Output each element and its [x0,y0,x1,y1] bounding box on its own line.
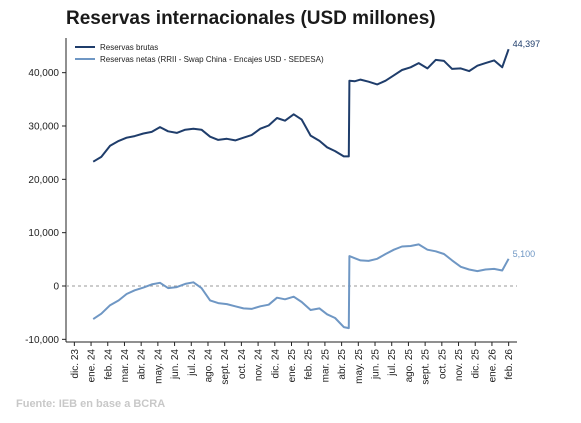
x-tick-label: ene. 25 [287,349,298,383]
x-tick-label: dic. 23 [70,349,81,379]
x-tick-label: jun. 24 [170,349,181,380]
x-tick-label: oct. 25 [437,349,448,379]
x-tick-label: feb. 25 [304,349,315,380]
chart-title: Reservas internacionales (USD millones) [66,8,436,29]
y-tick-label: 0 [53,282,59,293]
y-tick-label: 40,000 [28,68,59,79]
x-tick-label: oct. 24 [237,349,248,379]
x-tick-label: abr. 25 [337,349,348,380]
x-tick-label: abr. 24 [137,349,148,380]
x-tick-label: may. 25 [354,349,365,384]
x-tick-label: nov. 24 [254,349,265,381]
y-tick-label: -10,000 [25,335,59,346]
x-tick-label: feb. 24 [103,349,114,380]
series-end-value-label: 5,100 [513,249,536,259]
y-tick-label: 20,000 [28,175,59,186]
x-tick-label: nov. 25 [454,349,465,381]
x-tick-label: ene. 24 [87,349,98,383]
x-tick-label: mar. 24 [120,349,131,383]
x-tick-label: jul. 24 [187,349,198,377]
x-tick-label: ago. 25 [404,349,415,383]
x-tick-label: jun. 25 [371,349,382,380]
x-tick-label: feb. 26 [504,349,515,380]
x-tick-label: ene. 26 [487,349,498,383]
y-tick-label: 10,000 [28,228,59,239]
x-tick-label: ago. 24 [203,349,214,383]
x-tick-label: sept. 24 [220,349,231,385]
x-tick-label: mar. 25 [320,349,331,383]
x-tick-label: dic. 24 [270,349,281,379]
series-line-reservas-netas [92,243,510,330]
y-tick-label: 30,000 [28,122,59,133]
legend-label: Reservas brutas [100,43,158,52]
series-end-value-label: 44,397 [513,39,541,49]
x-tick-label: dic. 25 [471,349,482,379]
series-line-reservas-brutas [92,48,510,163]
x-tick-label: may. 24 [153,349,164,384]
x-tick-label: sept. 25 [421,349,432,385]
legend-label: Reservas netas (RRII - Swap China - Enca… [100,55,324,64]
x-tick-label: jul. 25 [387,349,398,377]
chart-source-note: Fuente: IEB en base a BCRA [16,398,166,410]
